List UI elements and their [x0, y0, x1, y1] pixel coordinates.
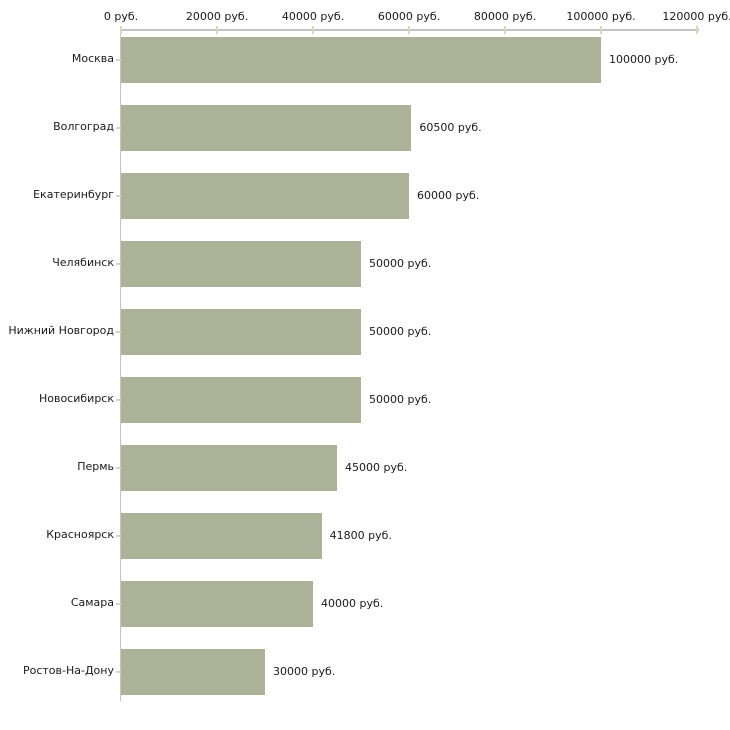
value-label: 60500 руб.	[419, 121, 482, 134]
bar	[121, 309, 361, 355]
category-label: Ростов-На-Дону	[22, 664, 114, 677]
x-axis-tick-label: 80000 руб.	[473, 10, 537, 23]
y-axis-tick	[116, 195, 121, 197]
x-axis-tick	[504, 26, 506, 34]
x-axis-tick	[600, 26, 602, 34]
bar	[121, 513, 322, 559]
x-axis-tick	[216, 26, 218, 34]
bar	[121, 241, 361, 287]
category-label: Красноярск	[46, 528, 114, 541]
category-label: Челябинск	[52, 256, 114, 269]
bar	[121, 37, 601, 83]
value-label: 60000 руб.	[417, 189, 480, 202]
bar	[121, 105, 412, 151]
x-axis-tick-label: 0 руб.	[103, 10, 139, 23]
y-axis-tick	[116, 671, 121, 673]
value-label: 40000 руб.	[321, 597, 384, 610]
value-label: 50000 руб.	[369, 257, 432, 270]
value-label: 100000 руб.	[609, 53, 679, 66]
y-axis-tick	[116, 263, 121, 265]
x-axis-tick-label: 100000 руб.	[566, 10, 636, 23]
x-axis-tick-label: 60000 руб.	[377, 10, 441, 23]
category-label: Москва	[71, 52, 114, 65]
category-label: Самара	[70, 596, 114, 609]
y-axis-tick	[116, 127, 121, 129]
x-axis-tick	[408, 26, 410, 34]
category-label: Новосибирск	[38, 392, 114, 405]
bar	[121, 649, 265, 695]
y-axis-tick	[116, 535, 121, 537]
value-label: 41800 руб.	[329, 529, 392, 542]
x-axis-tick-label: 120000 руб.	[662, 10, 730, 23]
value-label: 45000 руб.	[345, 461, 408, 474]
y-axis-tick	[116, 331, 121, 333]
category-label: Пермь	[77, 460, 114, 473]
bar	[121, 445, 337, 491]
x-axis-tick	[696, 26, 698, 34]
y-axis-tick	[116, 399, 121, 401]
category-label: Волгоград	[53, 120, 114, 133]
x-axis-tick-label: 20000 руб.	[185, 10, 249, 23]
category-label: Екатеринбург	[33, 188, 114, 201]
y-axis-tick	[116, 59, 121, 61]
x-axis-tick	[312, 26, 314, 34]
value-label: 30000 руб.	[273, 665, 336, 678]
y-axis-tick	[116, 467, 121, 469]
bar	[121, 173, 409, 219]
x-axis-line	[121, 29, 699, 31]
category-label: Нижний Новгород	[8, 324, 114, 337]
x-axis-tick	[120, 26, 122, 34]
y-axis-tick	[116, 603, 121, 605]
value-label: 50000 руб.	[369, 393, 432, 406]
value-label: 50000 руб.	[369, 325, 432, 338]
x-axis-tick-label: 40000 руб.	[281, 10, 345, 23]
bar	[121, 581, 313, 627]
y-axis-line	[120, 30, 121, 701]
bar	[121, 377, 361, 423]
